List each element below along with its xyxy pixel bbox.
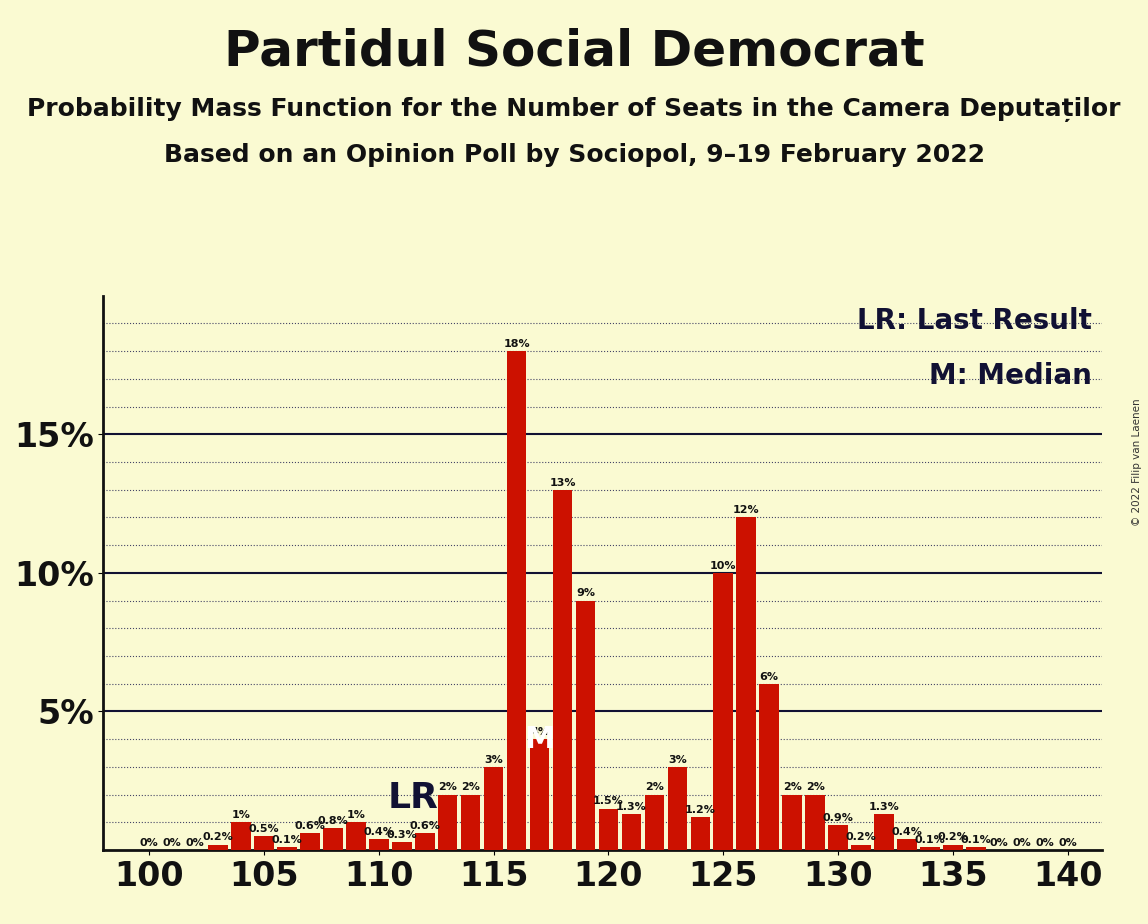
Bar: [301, 833, 320, 850]
Bar: [324, 828, 343, 850]
Text: 3%: 3%: [484, 755, 503, 765]
Bar: [507, 351, 527, 850]
Bar: [255, 836, 274, 850]
Bar: [737, 517, 757, 850]
Text: 0.2%: 0.2%: [203, 833, 233, 843]
Bar: [232, 822, 251, 850]
Text: 2%: 2%: [783, 783, 801, 793]
Text: 0%: 0%: [990, 838, 1008, 848]
Bar: [622, 814, 642, 850]
Text: 0.2%: 0.2%: [846, 833, 876, 843]
Text: 0.6%: 0.6%: [295, 821, 325, 832]
Bar: [553, 490, 573, 850]
Text: Partidul Social Democrat: Partidul Social Democrat: [224, 28, 924, 76]
Bar: [484, 767, 504, 850]
Bar: [852, 845, 871, 850]
Text: M: Median: M: Median: [929, 362, 1092, 390]
Text: 4%: 4%: [530, 727, 549, 737]
Text: 0.3%: 0.3%: [387, 830, 417, 840]
Bar: [461, 795, 481, 850]
Text: 0.9%: 0.9%: [823, 813, 853, 823]
Bar: [783, 795, 802, 850]
Text: Based on an Opinion Poll by Sociopol, 9–19 February 2022: Based on an Opinion Poll by Sociopol, 9–…: [163, 143, 985, 167]
Bar: [921, 847, 940, 850]
Text: 12%: 12%: [732, 505, 760, 516]
Text: Probability Mass Function for the Number of Seats in the Camera Deputaților: Probability Mass Function for the Number…: [28, 97, 1120, 122]
Text: 0.8%: 0.8%: [318, 816, 348, 826]
Text: 6%: 6%: [760, 672, 778, 682]
Bar: [806, 795, 824, 850]
Text: 1.3%: 1.3%: [616, 802, 646, 812]
Text: 0.4%: 0.4%: [364, 827, 394, 837]
Text: 10%: 10%: [709, 561, 737, 571]
Text: 1.2%: 1.2%: [685, 805, 715, 815]
Text: 1%: 1%: [347, 810, 365, 821]
Bar: [875, 814, 894, 850]
Bar: [691, 817, 711, 850]
Text: 0%: 0%: [1035, 838, 1054, 848]
Text: © 2022 Filip van Laenen: © 2022 Filip van Laenen: [1132, 398, 1141, 526]
Text: 3%: 3%: [668, 755, 687, 765]
Text: 0.2%: 0.2%: [938, 833, 968, 843]
Text: 9%: 9%: [576, 589, 595, 599]
Bar: [209, 845, 228, 850]
Bar: [370, 839, 389, 850]
Text: 2%: 2%: [645, 783, 664, 793]
Bar: [278, 847, 296, 850]
Text: 2%: 2%: [439, 783, 457, 793]
Bar: [760, 684, 779, 850]
Text: LR: LR: [388, 781, 439, 815]
Text: 0%: 0%: [163, 838, 181, 848]
Text: 0.6%: 0.6%: [410, 821, 440, 832]
Text: 0%: 0%: [1013, 838, 1031, 848]
Text: 2%: 2%: [461, 783, 480, 793]
Bar: [439, 795, 458, 850]
Text: LR: Last Result: LR: Last Result: [858, 307, 1092, 334]
Text: 1.3%: 1.3%: [869, 802, 899, 812]
Text: 1%: 1%: [232, 810, 250, 821]
Text: 0.1%: 0.1%: [915, 835, 945, 845]
Bar: [714, 573, 734, 850]
Bar: [898, 839, 917, 850]
Text: 0%: 0%: [186, 838, 204, 848]
Bar: [965, 847, 985, 850]
Text: 0%: 0%: [1058, 838, 1077, 848]
Text: 0.5%: 0.5%: [249, 824, 279, 834]
Bar: [393, 842, 412, 850]
Bar: [645, 795, 665, 850]
Bar: [599, 808, 619, 850]
Text: 0%: 0%: [140, 838, 158, 848]
Bar: [530, 739, 550, 850]
Bar: [829, 825, 847, 850]
Text: 0.1%: 0.1%: [961, 835, 991, 845]
Text: 0.4%: 0.4%: [892, 827, 922, 837]
Text: 13%: 13%: [549, 478, 576, 488]
Bar: [576, 601, 596, 850]
Bar: [347, 822, 366, 850]
Bar: [668, 767, 688, 850]
Bar: [943, 845, 962, 850]
Bar: [416, 833, 435, 850]
Text: 2%: 2%: [806, 783, 824, 793]
Text: 1.5%: 1.5%: [594, 796, 623, 807]
Text: 0.1%: 0.1%: [272, 835, 302, 845]
Text: 18%: 18%: [503, 339, 530, 349]
Text: M: M: [525, 725, 554, 754]
